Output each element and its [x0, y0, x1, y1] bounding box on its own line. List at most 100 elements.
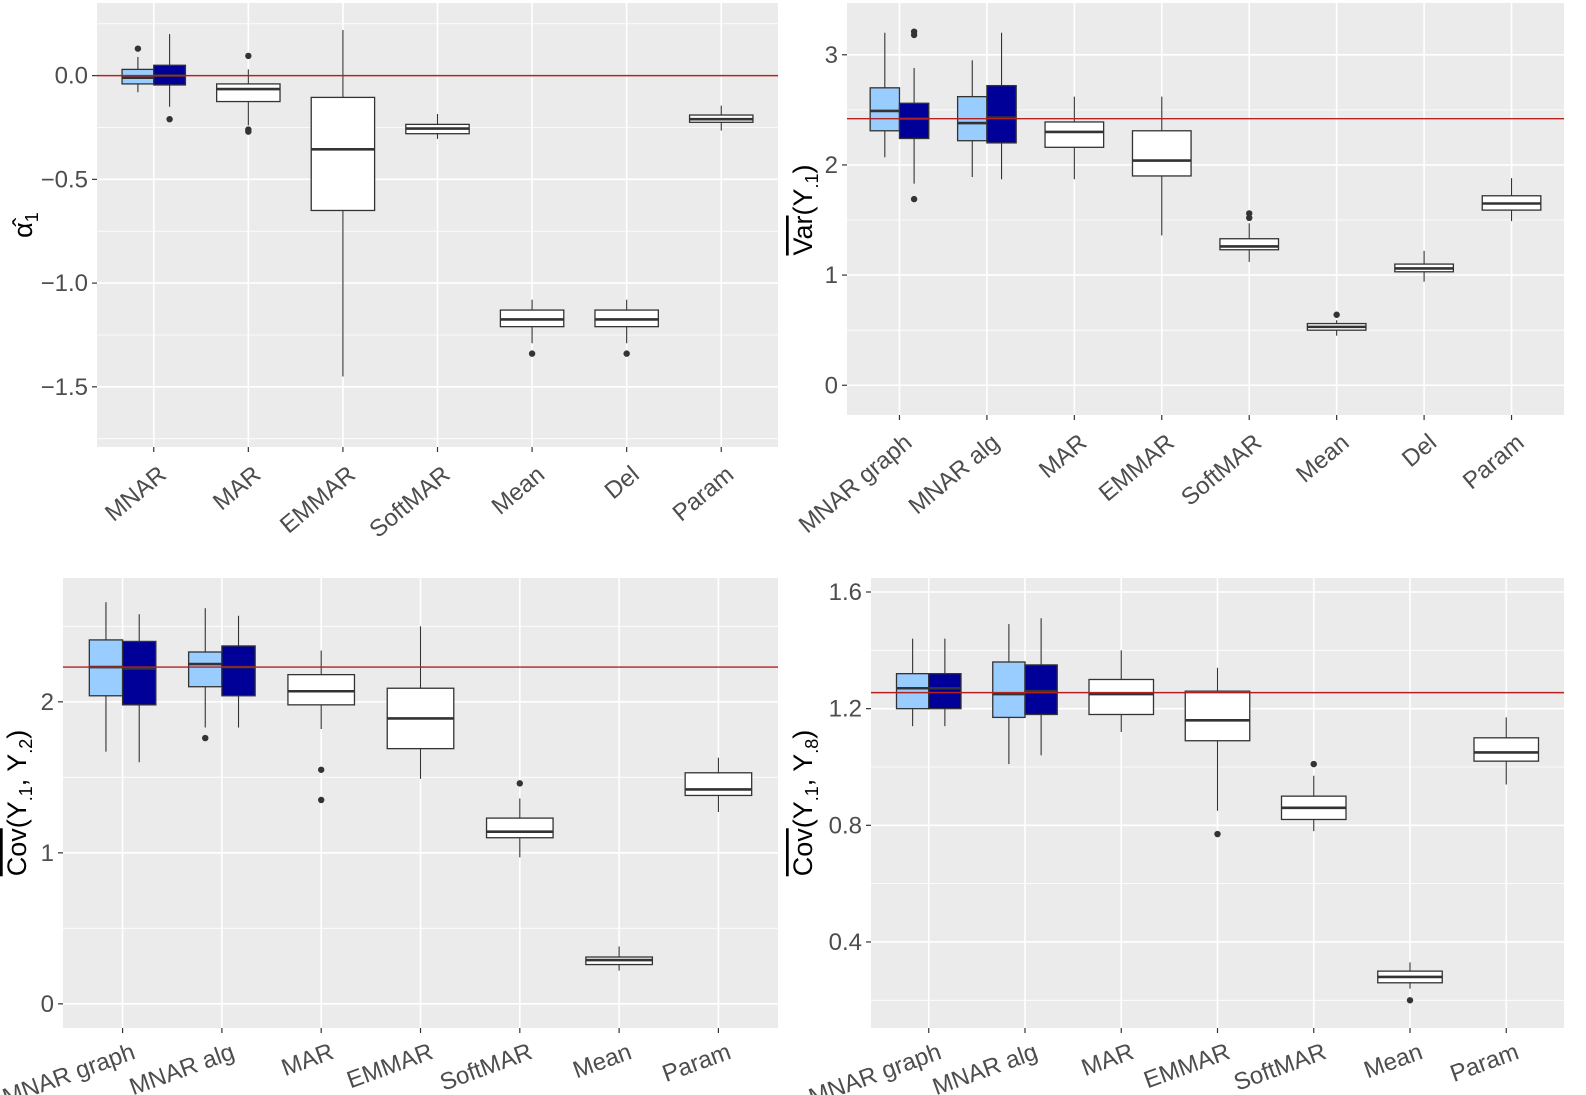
y-tick-label: 3	[825, 42, 838, 69]
box-mnar-alg	[986, 32, 1017, 180]
y-label-hat-text: Cov	[2, 828, 32, 877]
x-tick-label: Mean	[570, 1038, 636, 1084]
iqr-box	[895, 673, 930, 710]
y-label-part: , Y	[788, 754, 818, 787]
y-axis-label: α̂1	[8, 212, 42, 238]
x-tick-label: Param	[1447, 1038, 1523, 1088]
iqr-box	[1184, 690, 1251, 742]
y-label-part: .8	[802, 739, 822, 754]
box-mnar-alg	[1024, 618, 1058, 756]
y-label-part: .2	[16, 739, 36, 754]
outlier-point	[1333, 311, 1340, 318]
box-emmar	[310, 29, 376, 377]
box-emmar	[1131, 96, 1192, 236]
iqr-box	[287, 673, 356, 706]
outlier-point	[1214, 830, 1221, 838]
iqr-box	[187, 651, 223, 688]
x-tick-label: Del	[600, 461, 645, 505]
iqr-box	[928, 673, 962, 710]
box-softmar	[485, 780, 554, 858]
panel-1: 0.0 −0.5 −1.0 −1.5 MNAR MAR EMMAR SoftMAR Mean De…	[8, 3, 778, 543]
y-label-part: .1	[16, 786, 36, 801]
outlier-point	[1246, 210, 1253, 217]
iqr-box	[1044, 121, 1105, 148]
x-tick-label: SoftMAR	[1230, 1038, 1329, 1095]
y-tick-label: −0.5	[41, 166, 88, 193]
y-tick-label: 0	[825, 372, 838, 399]
outlier-point	[1246, 214, 1253, 222]
x-tick-label: EMMAR	[1140, 1038, 1233, 1094]
y-tick-label: 2	[41, 689, 54, 716]
iqr-box	[1473, 737, 1540, 762]
x-tick-label: MNAR graph	[0, 1038, 139, 1095]
y-tick-label: 1.6	[829, 579, 862, 606]
y-tick-label: −1.0	[41, 270, 88, 297]
box-softmar	[405, 114, 470, 139]
box-mnar-alg	[992, 624, 1026, 765]
outlier-point	[245, 128, 252, 135]
y-tick-label: 0.8	[829, 812, 862, 839]
y-tick-label: 1	[825, 262, 838, 289]
outlier-point	[202, 734, 209, 742]
iqr-box	[1219, 238, 1280, 251]
box-del	[594, 299, 660, 357]
x-tick-label: Mean	[1291, 429, 1354, 488]
y-tick-label: 0.0	[55, 63, 88, 90]
box-mean	[1306, 311, 1367, 336]
outlier-point	[528, 350, 536, 357]
y-label-part: (Y	[2, 801, 32, 828]
iqr-box	[992, 661, 1026, 719]
x-tick-label: SoftMAR	[364, 461, 455, 543]
y-tick-label: 1.2	[829, 696, 862, 723]
box-emmar	[1184, 667, 1251, 838]
y-tick-label: 0	[41, 991, 54, 1018]
y-label-hat-text: Cov	[788, 828, 818, 877]
outlier-point	[910, 195, 918, 203]
outlier-point	[516, 780, 524, 787]
x-tick-label: EMMAR	[343, 1038, 436, 1094]
x-tick-label: SoftMAR	[1176, 429, 1267, 511]
box-mnar-graph	[928, 638, 962, 727]
iqr-box	[1024, 664, 1058, 716]
x-tick-label: MAR	[1078, 1038, 1137, 1082]
box-mar	[1088, 650, 1155, 732]
outlier-point	[623, 350, 630, 357]
x-tick-label: MNAR graph	[805, 1038, 945, 1095]
box-emmar	[386, 626, 455, 779]
y-tick-label: 2	[825, 152, 838, 179]
outlier-point	[317, 766, 325, 773]
x-tick-label: MAR	[278, 1038, 337, 1082]
y-label-part: .1	[802, 173, 822, 188]
box-param	[688, 105, 754, 131]
outlier-point	[245, 52, 252, 60]
iqr-box	[1088, 678, 1155, 716]
box-mnar-alg	[187, 608, 223, 742]
outlier-point	[134, 45, 142, 52]
x-tick-label: EMMAR	[1094, 429, 1180, 507]
y-label-part: )	[2, 730, 32, 739]
y-axis-label: Var(Y.1)	[788, 164, 822, 255]
box-mnar	[121, 45, 155, 93]
box-softmar	[1280, 760, 1347, 832]
x-tick-label: MNAR graph	[794, 429, 918, 539]
y-label-part: )	[788, 730, 818, 739]
x-tick-label: Param	[659, 1038, 735, 1088]
panel-background	[847, 3, 1564, 415]
box-param	[684, 757, 753, 813]
iqr-box	[1131, 130, 1192, 177]
iqr-box	[485, 817, 554, 839]
outlier-point	[910, 28, 918, 35]
x-tick-label: Mean	[1360, 1038, 1426, 1084]
box-param	[1473, 717, 1540, 785]
outlier-point	[166, 115, 173, 123]
x-tick-label: Param	[1458, 429, 1530, 495]
x-tick-label: SoftMAR	[436, 1038, 535, 1095]
box-mean	[1377, 962, 1443, 1004]
iqr-box	[986, 84, 1017, 144]
y-label-part: , Y	[2, 754, 32, 787]
box-mar	[287, 650, 356, 804]
y-label-part: 1	[22, 212, 42, 222]
